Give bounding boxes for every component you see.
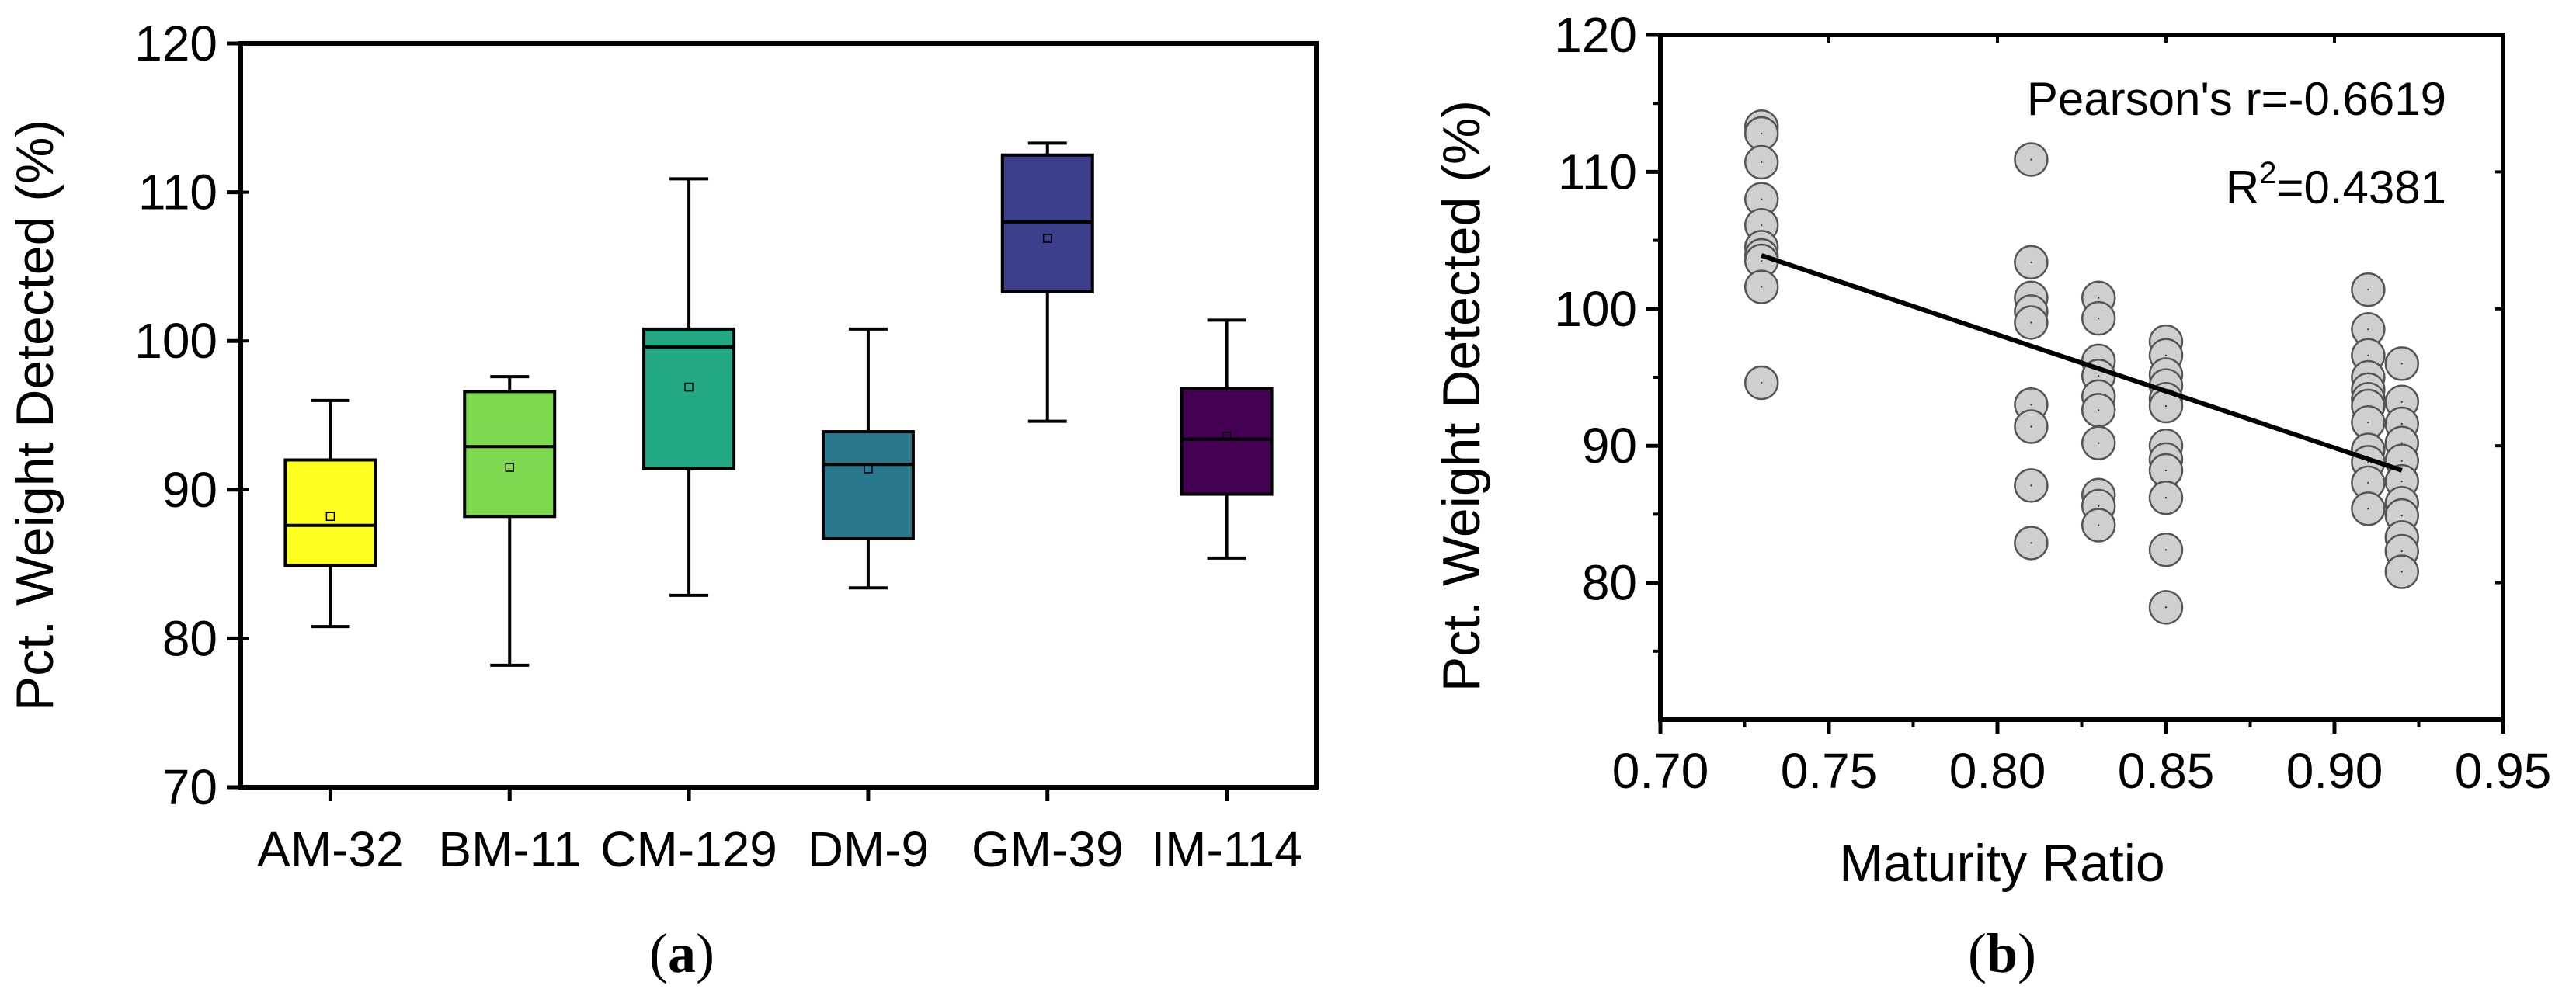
x-tick-label: DM-9 [808,821,929,877]
pearson-r-annotation: Pearson's r=-0.6619 [2027,73,2446,125]
x-tick-label: 0.95 [2455,743,2552,799]
fit-line [1761,253,2403,473]
data-point-center [1761,224,1763,227]
x-tick-label: 0.90 [2286,743,2383,799]
mean-marker [1222,432,1232,441]
data-point-center [2030,484,2032,487]
data-point-center [2367,508,2369,510]
box-CM-129 [642,327,736,470]
data-point-center [2400,480,2403,483]
x-tick-label: 0.85 [2118,743,2215,799]
data-point-center [2098,317,2100,320]
y-tick-label: 120 [1554,7,1637,63]
panel-a-frame [238,41,1319,790]
data-point-center [1761,132,1763,135]
y-tick-label: 110 [1558,144,1637,200]
data-point-center [2164,354,2168,356]
data-point-center [2098,297,2100,299]
data-point-center [2164,497,2168,499]
panel-a-caption: (a) [649,922,714,984]
data-point-center [2367,354,2369,356]
data-point-center [2367,422,2369,424]
data-point-center [1761,198,1763,200]
box-BM-11 [463,390,557,519]
data-point-center [2030,425,2032,428]
data-point-center [2030,321,2032,324]
mean-marker [684,382,694,392]
y-tick-label: 100 [134,313,217,369]
data-point-center [2400,460,2403,462]
y-tick-label: 70 [162,759,217,815]
data-point-center [2030,158,2032,161]
data-point-center [2098,524,2100,526]
x-tick-label: GM-39 [972,821,1124,877]
data-point-center [2400,550,2403,553]
data-point-center [2164,404,2168,408]
data-point-center [2098,442,2100,444]
panel-b-plot-area: 80 90 100 110 120 0.70 0.75 0.80 0.85 0.90 0.95 [1554,7,2551,799]
panel-a-boxplot: Pct. Weight Detected (%) 70 80 90 100 110 120… [5,16,1319,984]
y-tick-label: 80 [1582,555,1637,611]
data-point-center [2400,442,2403,444]
y-tick-label: 80 [162,610,217,666]
x-tick-label: 0.80 [1949,743,2046,799]
data-point-center [2400,514,2403,517]
data-point-center [2400,401,2403,403]
x-tick-label: AM-32 [257,821,404,877]
mean-marker [325,512,335,522]
data-point-center [2098,505,2100,508]
data-point-center [2367,328,2369,331]
x-tick-label: 0.70 [1612,743,1709,799]
r-squared-annotation: R2=0.4381 [2226,156,2446,213]
x-tick-label: CM-129 [600,821,777,877]
y-tick-label: 110 [138,165,217,220]
data-point-center [1761,259,1763,262]
y-tick-label: 90 [1582,418,1637,474]
data-point-center [2098,375,2100,377]
data-point-center [2098,409,2100,411]
data-point-center [2164,549,2168,551]
data-point-center [2030,261,2032,264]
mean-marker [505,463,514,472]
panel-b-y-axis-label: Pct. Weight Detected (%) [1432,100,1491,692]
data-point-center [2367,288,2369,291]
data-point-center [1761,286,1763,288]
data-point-center [2030,404,2032,406]
panel-b-scatter: Pct. Weight Detected (%) Maturity Ratio … [1432,7,2551,984]
data-point-center [1761,381,1763,384]
mean-marker [1043,234,1052,243]
data-point-center [1761,161,1763,164]
panel-b-caption: (b) [1968,922,2036,984]
y-tick-label: 90 [162,462,217,518]
box-DM-9 [821,430,915,541]
panel-a-y-axis-label: Pct. Weight Detected (%) [5,120,64,711]
data-point-center [2367,481,2369,484]
data-point-center [2164,469,2168,472]
panel-a-plot-area: 70 80 90 100 110 120 AM-32 BM-11 CM-129 DM-9 GM-39… [134,16,1302,877]
data-point-center [2030,542,2032,544]
data-point-center [2400,422,2403,425]
x-tick-label: BM-11 [438,821,581,877]
panel-b-x-axis-label: Maturity Ratio [1839,834,2164,893]
mean-marker [864,464,873,474]
y-tick-label: 120 [134,16,217,71]
x-tick-label: 0.75 [1781,743,1878,799]
panel-b-frame [1658,33,2505,722]
y-tick-label: 100 [1554,281,1637,337]
data-point-center [2367,461,2369,463]
data-point-center [2400,363,2403,365]
box-IM-114 [1180,387,1274,496]
x-tick-label: IM-114 [1151,821,1302,877]
data-point-center [2400,571,2403,573]
data-point-center [2164,606,2168,609]
